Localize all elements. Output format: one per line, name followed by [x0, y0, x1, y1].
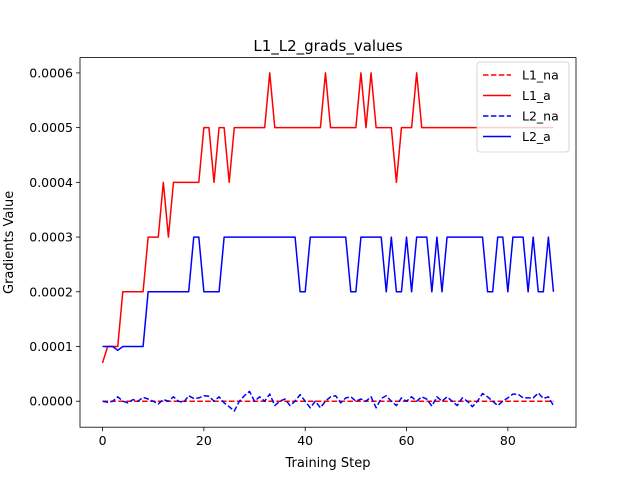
legend-label: L1_a: [522, 88, 551, 103]
y-tick-label: 0.0001: [29, 339, 73, 354]
legend: L1_na L1_a L2_na L2_a: [476, 61, 570, 153]
y-tick-label: 0.0002: [29, 284, 73, 299]
x-axis-label: Training Step: [284, 456, 370, 471]
legend-box: [476, 61, 570, 153]
y-tick-label: 0.0005: [29, 120, 73, 135]
x-tick-label: 0: [99, 433, 107, 448]
x-tick-label: 40: [297, 433, 313, 448]
y-tick-label: 0.0000: [29, 394, 73, 409]
x-tick-label: 60: [399, 433, 415, 448]
x-axis: 0 20 40 60 80: [99, 427, 516, 448]
y-axis: 0.0000 0.0001 0.0002 0.0003 0.0004 0.0005 0.00…: [29, 65, 80, 409]
legend-label: L2_a: [522, 129, 551, 144]
legend-label: L1_na: [522, 68, 559, 83]
chart-title: L1_L2_grads_values: [253, 37, 402, 56]
x-tick-label: 20: [196, 433, 212, 448]
y-axis-label: Gradients Value: [2, 191, 17, 294]
y-tick-label: 0.0003: [29, 230, 73, 245]
x-tick-label: 80: [500, 433, 516, 448]
y-tick-label: 0.0004: [29, 175, 73, 190]
series-line-l2-na: [102, 390, 555, 412]
y-tick-label: 0.0006: [29, 65, 73, 80]
axes-frame: [79, 57, 577, 428]
series-line-l2-a: [102, 236, 555, 352]
legend-label: L2_na: [522, 109, 559, 124]
